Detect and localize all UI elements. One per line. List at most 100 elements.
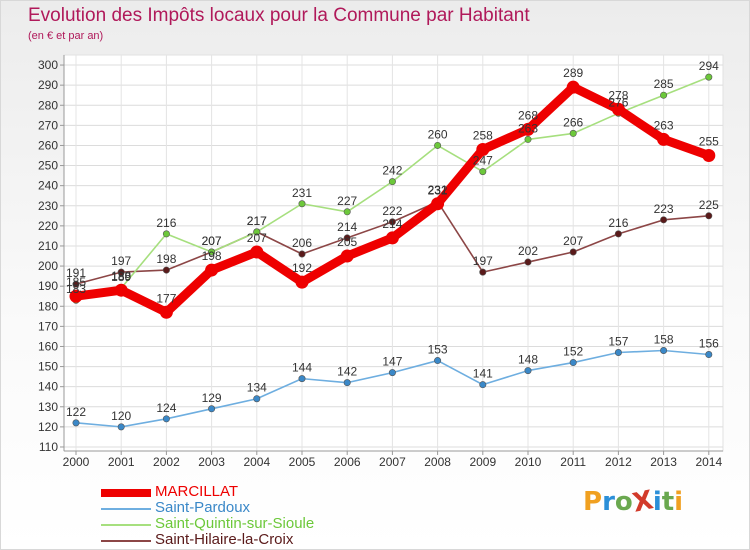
data-point bbox=[162, 415, 170, 423]
data-point bbox=[250, 245, 264, 259]
logo-letter: t bbox=[661, 487, 675, 517]
data-point bbox=[253, 228, 261, 236]
data-label: 177 bbox=[156, 291, 176, 305]
data-point bbox=[72, 280, 80, 288]
y-tick-label: 190 bbox=[38, 279, 58, 293]
data-point bbox=[660, 91, 668, 99]
data-point bbox=[205, 263, 219, 277]
data-point bbox=[566, 80, 580, 94]
data-label: 223 bbox=[654, 202, 674, 216]
legend-swatch bbox=[101, 489, 151, 497]
data-point bbox=[114, 283, 128, 297]
legend-label: Saint-Hilaire-la-Croix bbox=[155, 531, 294, 548]
chart-subtitle: (en € et par an) bbox=[28, 30, 104, 42]
legend-swatch bbox=[101, 540, 151, 542]
data-label: 120 bbox=[111, 409, 131, 423]
data-label: 216 bbox=[608, 216, 628, 230]
data-point bbox=[614, 349, 622, 357]
x-tick-label: 2004 bbox=[243, 455, 270, 469]
data-point bbox=[385, 231, 399, 245]
data-point bbox=[569, 129, 577, 137]
data-point bbox=[388, 369, 396, 377]
data-point bbox=[388, 178, 396, 186]
x-tick-label: 2012 bbox=[605, 455, 632, 469]
chart-title: Evolution des Impôts locaux pour la Comm… bbox=[28, 5, 530, 26]
data-label: 148 bbox=[518, 353, 538, 367]
data-label: 124 bbox=[156, 401, 176, 415]
data-label: 217 bbox=[247, 214, 267, 228]
data-label: 207 bbox=[202, 234, 222, 248]
data-label: 198 bbox=[156, 252, 176, 266]
data-point bbox=[343, 379, 351, 387]
y-tick-label: 170 bbox=[38, 319, 58, 333]
data-point bbox=[479, 268, 487, 276]
data-point bbox=[705, 351, 713, 359]
data-label: 197 bbox=[473, 254, 493, 268]
data-point bbox=[660, 346, 668, 354]
data-label: 255 bbox=[699, 135, 719, 149]
x-tick-label: 2001 bbox=[108, 455, 135, 469]
proxiti-logo: ProXiti bbox=[583, 485, 683, 519]
data-point bbox=[208, 405, 216, 413]
data-point bbox=[479, 381, 487, 389]
data-label: 263 bbox=[654, 118, 674, 132]
data-point bbox=[162, 230, 170, 238]
y-tick-label: 230 bbox=[38, 199, 58, 213]
y-tick-label: 110 bbox=[39, 440, 58, 454]
data-point bbox=[298, 200, 306, 208]
data-point bbox=[476, 142, 490, 156]
data-label: 189 bbox=[111, 270, 131, 284]
x-tick-label: 2000 bbox=[63, 455, 90, 469]
logo-letter: r bbox=[602, 487, 615, 517]
x-tick-label: 2011 bbox=[560, 455, 586, 469]
data-label: 205 bbox=[337, 235, 357, 249]
data-label: 232 bbox=[428, 184, 448, 198]
x-tick-label: 2010 bbox=[515, 455, 542, 469]
data-point bbox=[343, 234, 351, 242]
x-tick-label: 2003 bbox=[198, 455, 225, 469]
data-points bbox=[69, 73, 716, 431]
data-label: 289 bbox=[563, 66, 583, 80]
data-point bbox=[660, 216, 668, 224]
legend-swatch bbox=[101, 524, 151, 526]
data-label: 153 bbox=[428, 343, 448, 357]
x-tick-label: 2006 bbox=[334, 455, 361, 469]
data-point bbox=[208, 248, 216, 256]
legend-label: MARCILLAT bbox=[155, 483, 239, 500]
data-point bbox=[117, 423, 125, 431]
data-label: 141 bbox=[473, 367, 493, 381]
data-label: 183 bbox=[66, 282, 86, 296]
data-label: 231 bbox=[428, 183, 448, 197]
data-point bbox=[253, 395, 261, 403]
data-label: 216 bbox=[156, 216, 176, 230]
data-label: 122 bbox=[66, 405, 86, 419]
data-label: 206 bbox=[292, 236, 312, 250]
data-label: 134 bbox=[247, 381, 267, 395]
y-tick-label: 290 bbox=[38, 78, 58, 92]
data-point bbox=[69, 289, 83, 303]
data-label: 263 bbox=[518, 121, 538, 135]
logo-letter: i bbox=[652, 487, 662, 517]
y-tick-label: 180 bbox=[38, 299, 58, 313]
axes: 110 120 130 140 150 160 170 180 190 200 210 220 230 2… bbox=[38, 55, 723, 469]
data-label: 268 bbox=[518, 108, 538, 122]
data-label: 147 bbox=[382, 355, 402, 369]
data-point bbox=[524, 135, 532, 143]
data-point bbox=[431, 197, 445, 211]
data-label: 158 bbox=[654, 332, 674, 346]
data-point bbox=[569, 248, 577, 256]
data-label: 214 bbox=[382, 217, 402, 231]
y-tick-label: 160 bbox=[38, 339, 58, 353]
y-tick-label: 120 bbox=[38, 420, 58, 434]
y-tick-label: 140 bbox=[38, 380, 58, 394]
data-point bbox=[611, 102, 625, 116]
data-label: 198 bbox=[202, 249, 222, 263]
data-point bbox=[524, 367, 532, 375]
data-point bbox=[295, 275, 309, 289]
y-tick-label: 280 bbox=[38, 98, 58, 112]
data-label: 144 bbox=[292, 361, 312, 375]
data-label: 129 bbox=[202, 391, 222, 405]
legend-swatch bbox=[101, 508, 151, 510]
data-label: 207 bbox=[563, 234, 583, 248]
data-label: 247 bbox=[473, 154, 493, 168]
